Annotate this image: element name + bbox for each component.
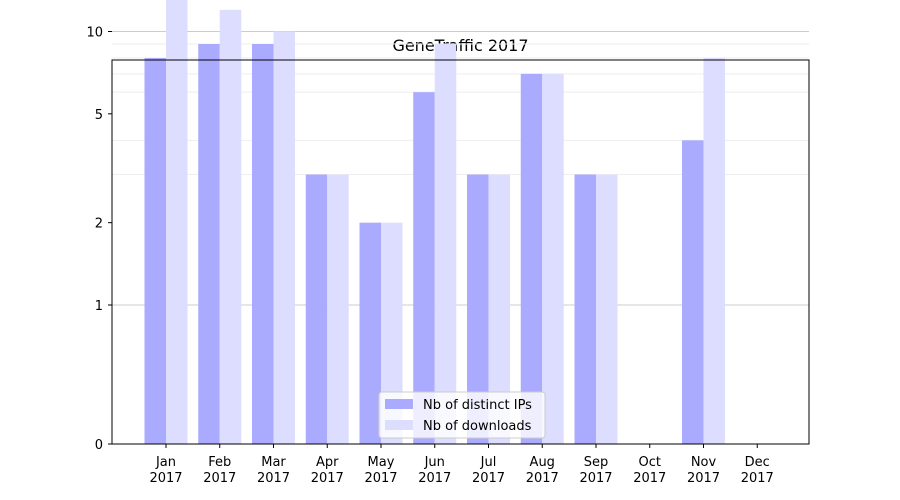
bar-ips-aug <box>520 73 543 444</box>
bar-downloads-jun <box>434 44 457 444</box>
bar-downloads-sep <box>596 174 618 445</box>
y-tick-label-1: 1 <box>95 299 103 314</box>
bar-ips-may <box>359 222 381 444</box>
bar-downloads-nov <box>703 58 725 445</box>
legend-box <box>378 391 546 439</box>
x-tick-label-sep: Sep 2017 <box>579 455 612 486</box>
bar-downloads-feb <box>219 9 242 444</box>
bar-downloads-jan <box>166 0 188 444</box>
x-tick-label-jul: Jul 2017 <box>472 455 505 486</box>
bar-ips-jul <box>467 174 489 445</box>
x-tick-label-feb: Feb 2017 <box>203 455 236 486</box>
x-tick-label-nov: Nov 2017 <box>687 455 720 486</box>
bar-downloads-aug <box>542 73 564 444</box>
x-tick-label-jan: Jan 2017 <box>149 455 182 486</box>
bar-downloads-may <box>381 222 403 444</box>
x-tick-label-dec: Dec 2017 <box>741 455 774 486</box>
bar-ips-sep <box>574 174 596 445</box>
bar-downloads-apr <box>327 174 349 445</box>
bar-ips-apr <box>305 174 328 445</box>
x-tick-label-oct: Oct 2017 <box>633 455 666 486</box>
legend-swatch-ips <box>385 399 413 409</box>
bar-ips-nov <box>682 140 704 444</box>
legend-label-ips: Nb of distinct IPs <box>423 398 532 413</box>
x-tick-label-apr: Apr 2017 <box>311 455 344 486</box>
bar-ips-mar <box>252 44 274 444</box>
chart-title: GeneTraffic 2017 <box>392 36 528 55</box>
bar-ips-jun <box>413 92 435 445</box>
x-tick-label-aug: Aug 2017 <box>526 455 559 486</box>
y-tick-label-5: 5 <box>95 108 103 123</box>
bar-downloads-mar <box>273 31 295 444</box>
y-tick-label-0: 0 <box>95 438 103 453</box>
y-tick-label-2: 2 <box>95 217 103 232</box>
y-tick-label-10: 10 <box>86 26 103 41</box>
x-tick-label-mar: Mar 2017 <box>257 455 290 486</box>
legend-swatch-downloads <box>385 420 413 430</box>
plot-frame <box>111 59 810 445</box>
bar-downloads-jul <box>488 174 510 445</box>
x-tick-label-jun: Jun 2017 <box>418 455 451 486</box>
bar-ips-feb <box>198 44 220 444</box>
legend-label-downloads: Nb of downloads <box>423 419 532 434</box>
x-tick-label-may: May 2017 <box>364 455 397 486</box>
bar-ips-jan <box>144 58 166 445</box>
